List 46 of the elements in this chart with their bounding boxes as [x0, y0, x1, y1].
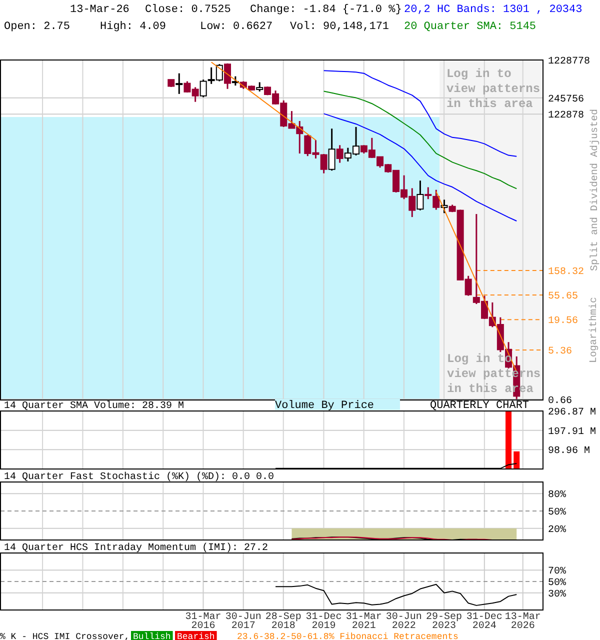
x-tick-label: 30-Jun 2022: [386, 612, 422, 632]
x-tick-label: 30-Jun 2017: [225, 612, 262, 632]
x-tick-label: 28-Sep 2018: [265, 612, 302, 632]
chart-title: 14 Quarter SMA Volume: 28.39 M: [4, 400, 184, 412]
text: Change: -1.84 {-71.0 %}: [250, 4, 402, 16]
y-tick-label: 245756: [548, 94, 584, 106]
x-tick-label: 29-Sep 2023: [426, 612, 462, 632]
y-tick-label: 98.96 M: [548, 446, 590, 458]
y-tick-label: 296.87 M: [548, 408, 596, 418]
ref-line-label: 5.36: [548, 346, 572, 358]
y-tick-label: 70%: [548, 566, 566, 578]
x-tick-label: 31-Mar 2016: [185, 612, 222, 632]
ref-line-label: 55.65: [548, 292, 578, 303]
y-tick-label: 0.66: [548, 396, 572, 407]
text: 13-Mar-26: [70, 4, 130, 16]
x-tick-label: 13-Mar 2026: [504, 612, 541, 632]
chart-title: 14 Quarter HCS Intraday Momentum (IMI): 27.2: [4, 542, 268, 554]
text: High: 4.09: [100, 21, 166, 33]
y-tick-label: 122878: [548, 110, 584, 122]
y-tick-label: 1228778: [548, 56, 590, 68]
text: Close: 0.7525: [145, 4, 231, 16]
text: 23.6-38.2-50-61.8% Fibonacci Retracements: [237, 632, 458, 640]
x-tick-label: 31-Dec 2024: [466, 612, 502, 632]
y-tick-label: 197.91 M: [548, 426, 596, 438]
y-tick-label: 80%: [548, 490, 566, 502]
text: Open: 2.75: [4, 21, 70, 33]
y-tick-label: 30%: [548, 589, 566, 600]
annotation: QUARTERLY CHART: [430, 400, 530, 412]
ref-line-label: 19.56: [548, 316, 578, 328]
band-label: Log in to view patterns in this area: [446, 67, 540, 111]
text: Bearish: [177, 632, 215, 640]
y-tick-label: 50%: [548, 578, 566, 589]
ref-line-label: 158.32: [548, 266, 584, 278]
x-tick-label: 31-Dec 2019: [306, 612, 342, 632]
text: Logarithmic: [588, 296, 600, 364]
text: Vol: 90,148,171: [290, 21, 390, 33]
annotation: Volume By Price: [275, 400, 374, 412]
text: 20 Quarter SMA: 5145: [404, 21, 536, 33]
y-axis-title: Split and Dividend Adjusted: [589, 108, 600, 272]
text: 20,2 HC Bands: 1301 , 20343: [404, 4, 582, 16]
text: Bullish: [133, 632, 171, 640]
chart-title: 14 Quarter Fast Stochastic (%K) (%D): 0.0 0.0: [4, 471, 274, 483]
x-tick-label: 31-Mar 2021: [346, 612, 382, 632]
y-tick-label: 20%: [548, 524, 566, 536]
text: Low: 0.6627: [200, 21, 273, 33]
y-tick-label: 50%: [548, 508, 566, 518]
